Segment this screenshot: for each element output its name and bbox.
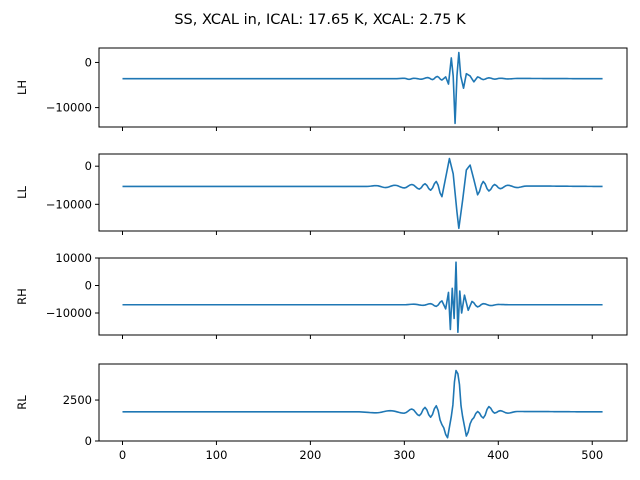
panel-ll-ytick-label: 0 <box>85 159 92 173</box>
panel-rh-series-line <box>122 261 603 334</box>
xtick-label: 400 <box>487 448 509 462</box>
panel-rh-ylabel: RH <box>15 288 29 305</box>
panel-rl-frame <box>98 363 628 442</box>
panel-lh-series-line <box>122 51 603 125</box>
panel-rh-ytick-label: 10000 <box>55 251 92 265</box>
panel-lh-ytick-label: 0 <box>85 55 92 69</box>
xtick-label: 300 <box>393 448 415 462</box>
panel-rl-ytick-label: 0 <box>85 434 92 448</box>
panel-rl-series-line <box>122 369 603 439</box>
panel-ll-frame <box>98 153 628 232</box>
xtick-label: 500 <box>581 448 603 462</box>
chart-title: SS, XCAL in, ICAL: 17.65 K, XCAL: 2.75 K <box>174 12 466 28</box>
panel-ll-ylabel: LL <box>15 186 29 199</box>
xtick-label: 0 <box>119 448 126 462</box>
panel-rh-frame <box>98 257 628 336</box>
panel-rh-ytick-label: −10000 <box>46 306 92 320</box>
panel-lh-frame <box>98 47 628 128</box>
panel-ll-ytick-label: −10000 <box>46 197 92 211</box>
xtick-label: 100 <box>205 448 227 462</box>
panel-ll-series-line <box>122 157 603 230</box>
panel-rl-ytick-label: 2500 <box>63 393 92 407</box>
panel-lh-ytick-label: −10000 <box>46 101 92 115</box>
panel-lh-ylabel: LH <box>15 80 29 95</box>
panel-rh-ytick-label: 0 <box>85 279 92 293</box>
xtick-label: 200 <box>299 448 321 462</box>
panel-rl-ylabel: RL <box>15 395 29 410</box>
